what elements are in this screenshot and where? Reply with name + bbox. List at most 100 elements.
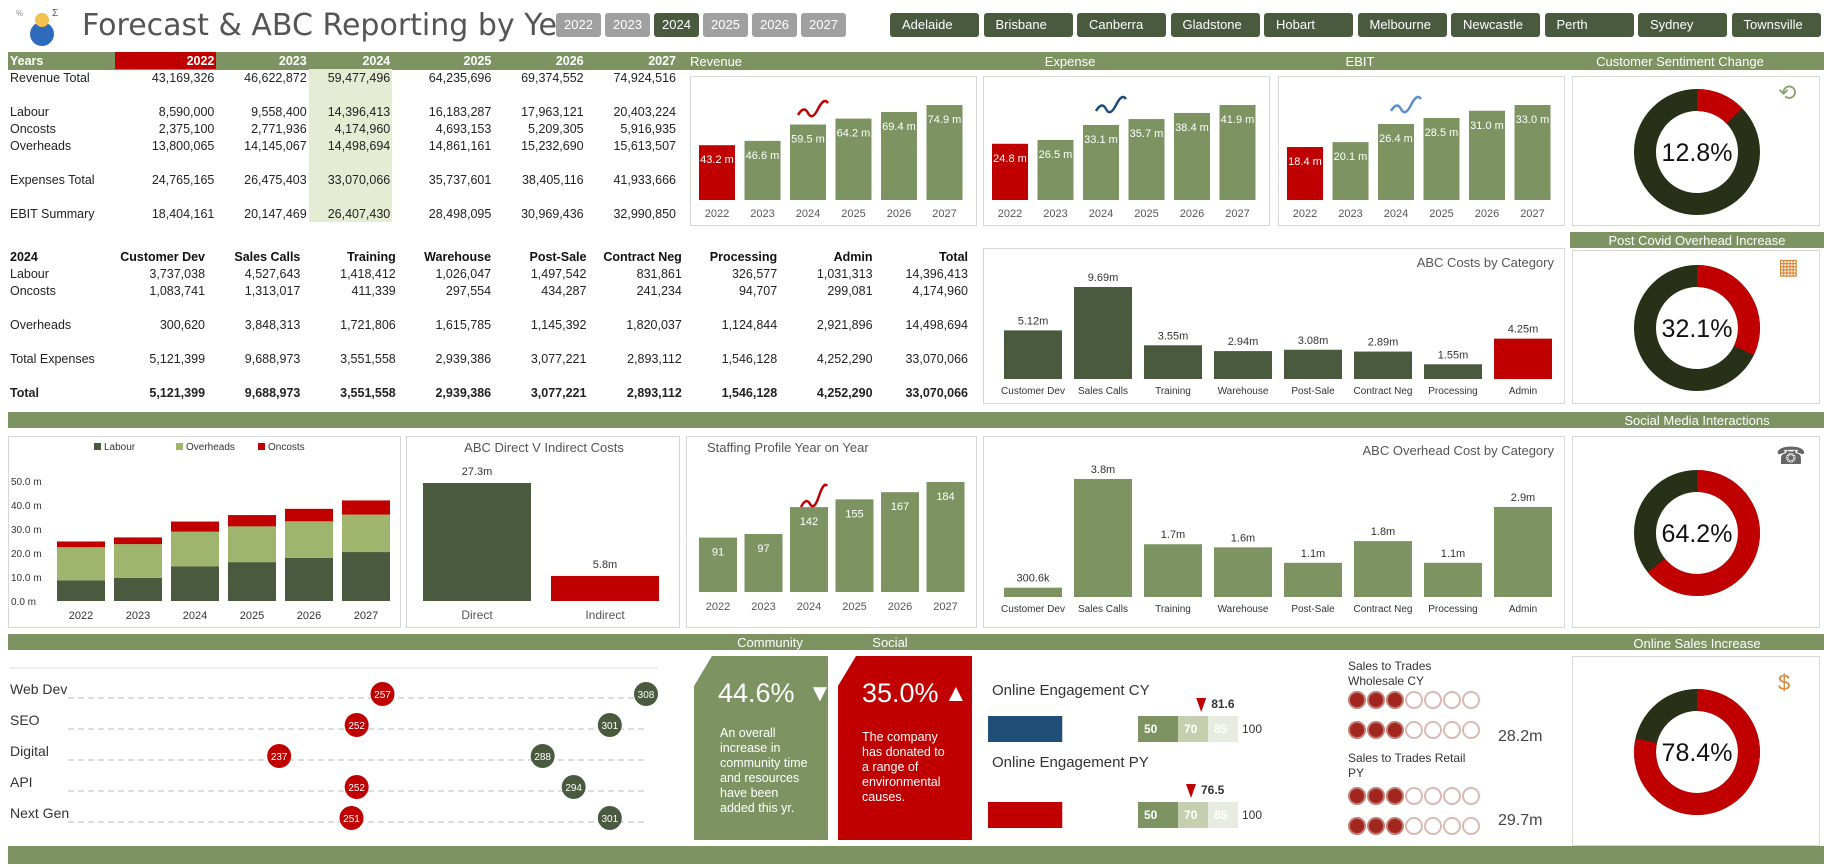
bar-label: 1.7m [1161, 529, 1185, 541]
bar-label: 69.4 m [882, 121, 916, 133]
city-button-sydney[interactable]: Sydney [1638, 13, 1727, 37]
donut-label: 32.1% [1662, 315, 1733, 343]
bar-Contract Neg [1354, 351, 1412, 379]
year-button-2024[interactable]: 2024 [654, 13, 699, 37]
year-button-2023[interactable]: 2023 [605, 13, 650, 37]
social-text: The company has donated to a range of en… [862, 730, 945, 804]
cell: 434,287 [541, 283, 587, 298]
cell: 13,800,065 [151, 138, 215, 153]
city-button-melbourne[interactable]: Melbourne [1357, 13, 1447, 37]
city-button-newcastle[interactable]: Newcastle [1451, 13, 1540, 37]
dot-label: 252 [348, 783, 365, 794]
x-tick: 2022 [998, 208, 1022, 220]
chart-title: ABC Direct V Indirect Costs [464, 440, 624, 455]
x-tick: 2027 [354, 610, 378, 622]
x-tick: 2025 [1134, 208, 1158, 220]
bar-label: 5.12m [1018, 315, 1049, 327]
city-button-hobart[interactable]: Hobart [1264, 13, 1353, 37]
cell [875, 367, 970, 384]
city-button-perth[interactable]: Perth [1544, 13, 1634, 37]
city-button-gladstone[interactable]: Gladstone [1170, 13, 1260, 37]
covid-band [1570, 232, 1824, 248]
cell: 59,477,496 [308, 69, 393, 86]
bar-label: 20.1 m [1334, 151, 1368, 163]
x-tick: 2024 [1089, 208, 1113, 220]
bullet-mark: 70 [1184, 808, 1198, 822]
dot-label: 294 [565, 783, 582, 794]
cell [207, 299, 302, 316]
cell [586, 188, 678, 205]
cell: 2,939,386 [435, 385, 492, 400]
cell: 4,693,153 [435, 121, 492, 136]
bar-label: 1.55m [1438, 349, 1469, 361]
bar-label: 2.94m [1228, 336, 1259, 348]
cell [302, 333, 397, 350]
stack-seg [114, 544, 162, 578]
cell: Sales Calls [234, 249, 301, 264]
community-title: Community [737, 635, 803, 650]
x-tick: 2024 [183, 610, 207, 622]
year-button-2025[interactable]: 2025 [703, 13, 748, 37]
bar-2024 [1083, 124, 1119, 200]
bar-2025 [835, 118, 872, 200]
bar-2023 [744, 140, 781, 200]
bar-label: 26.5 m [1039, 149, 1073, 161]
row-label: Next Gen [10, 805, 69, 821]
bar-2025 [835, 499, 874, 592]
filled-dot [1386, 691, 1404, 709]
bar-Direct [423, 483, 531, 601]
cell: Total [10, 385, 39, 400]
bar-label: 97 [757, 543, 769, 555]
cell [8, 86, 115, 103]
cell: Admin [833, 249, 873, 264]
bar-Sales Calls [1074, 479, 1132, 597]
stack-seg [342, 552, 390, 601]
bar-Warehouse [1214, 351, 1272, 379]
svg-text:%: % [16, 9, 23, 18]
cell: 2027 [648, 53, 676, 68]
trend-icon [1389, 95, 1423, 114]
x-tick: 2027 [1225, 208, 1249, 220]
bar-label: 4.25m [1508, 324, 1539, 336]
bar-label: 33.1 m [1084, 134, 1118, 146]
city-button-canberra[interactable]: Canberra [1077, 13, 1166, 37]
bullet-mark: 100 [1242, 722, 1262, 736]
cell: 299,081 [827, 283, 873, 298]
legend-label: Labour [104, 442, 136, 453]
revenue-chart: 43.2 m 2022 46.6 m 2023 59.5 m 2024 64.2 m 2025… [699, 99, 963, 220]
filled-dot [1348, 817, 1366, 835]
donut-value-arc [1634, 89, 1760, 215]
social-value: 35.0% [862, 678, 939, 708]
bar-label: 1.8m [1371, 526, 1395, 538]
cell: 2024 [362, 53, 391, 68]
year-button-2026[interactable]: 2026 [752, 13, 797, 37]
x-tick: Indirect [585, 608, 625, 622]
empty-dot [1462, 787, 1480, 805]
x-tick: 2023 [750, 208, 774, 220]
cell: 2,893,112 [626, 385, 682, 400]
bar-label: 3.8m [1091, 464, 1115, 476]
summary-row: Oncosts 2,375,100 2,771,936 4,174,960 4,693,… [8, 120, 678, 137]
x-tick: 2022 [705, 208, 729, 220]
dot-label: 288 [534, 752, 551, 763]
row-label: API [10, 774, 33, 790]
bar-label: 46.6 m [746, 150, 780, 162]
year-button-2027[interactable]: 2027 [801, 13, 846, 37]
cell: 3,551,558 [340, 351, 396, 366]
bar-Admin [1494, 506, 1552, 597]
city-button-brisbane[interactable]: Brisbane [983, 13, 1073, 37]
revenue-chart-panel: 43.2 m 2022 46.6 m 2023 59.5 m 2024 64.2 m 2025… [690, 76, 977, 226]
bar-Post-Sale [1284, 349, 1342, 379]
bullet-mark: 85 [1214, 808, 1228, 822]
city-button-adelaide[interactable]: Adelaide [890, 13, 979, 37]
bullet-marker [1196, 698, 1207, 712]
empty-dot [1405, 721, 1423, 739]
ebit-chart: 18.4 m 2022 20.1 m 2023 26.4 m 2024 28.5 m 2025… [1287, 95, 1551, 220]
bar-2026 [1469, 110, 1505, 200]
bullet-band [1208, 716, 1238, 742]
year-button-2022[interactable]: 2022 [556, 13, 601, 37]
bar-label: 3.08m [1298, 335, 1329, 347]
x-tick: Contract Neg [1354, 386, 1413, 397]
stack-seg [171, 566, 219, 601]
city-button-townsville[interactable]: Townsville [1731, 13, 1821, 37]
